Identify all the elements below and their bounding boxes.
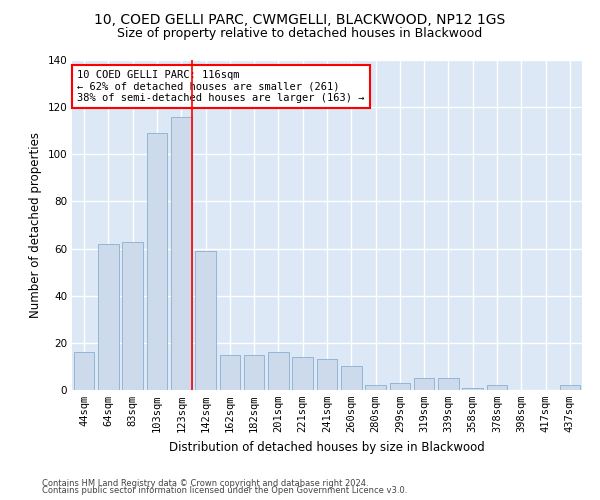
Bar	[560, 386, 580, 390]
Y-axis label: Number of detached properties: Number of detached properties	[29, 132, 42, 318]
Bar	[74, 352, 94, 390]
Text: Size of property relative to detached houses in Blackwood: Size of property relative to detached ho…	[118, 28, 482, 40]
Bar	[463, 388, 483, 390]
Bar	[195, 251, 216, 390]
Bar	[122, 242, 143, 390]
Bar	[341, 366, 362, 390]
Bar	[438, 378, 459, 390]
Bar	[244, 354, 265, 390]
Text: 10 COED GELLI PARC: 116sqm
← 62% of detached houses are smaller (261)
38% of sem: 10 COED GELLI PARC: 116sqm ← 62% of deta…	[77, 70, 365, 103]
Bar	[292, 357, 313, 390]
Bar	[317, 360, 337, 390]
Text: Contains HM Land Registry data © Crown copyright and database right 2024.: Contains HM Land Registry data © Crown c…	[42, 478, 368, 488]
Bar	[268, 352, 289, 390]
Bar	[171, 116, 191, 390]
Bar	[365, 386, 386, 390]
Bar	[487, 386, 508, 390]
X-axis label: Distribution of detached houses by size in Blackwood: Distribution of detached houses by size …	[169, 440, 485, 454]
Text: Contains public sector information licensed under the Open Government Licence v3: Contains public sector information licen…	[42, 486, 407, 495]
Bar	[146, 133, 167, 390]
Bar	[414, 378, 434, 390]
Bar	[98, 244, 119, 390]
Text: 10, COED GELLI PARC, CWMGELLI, BLACKWOOD, NP12 1GS: 10, COED GELLI PARC, CWMGELLI, BLACKWOOD…	[94, 12, 506, 26]
Bar	[220, 354, 240, 390]
Bar	[389, 383, 410, 390]
